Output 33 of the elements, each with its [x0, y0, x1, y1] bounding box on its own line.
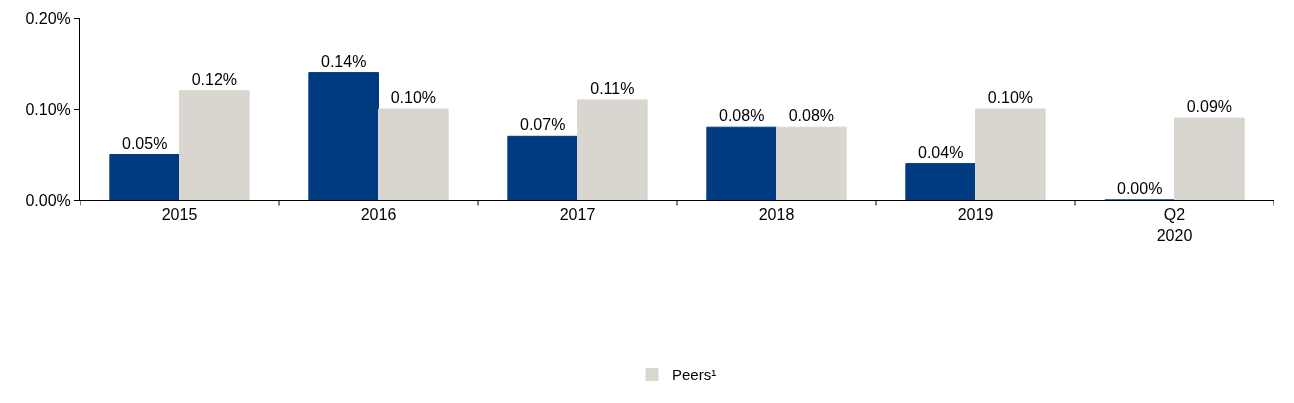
bar: [975, 108, 1046, 200]
data-label: 0.04%: [917, 143, 964, 161]
bar: [378, 108, 449, 200]
data-label: 0.08%: [718, 107, 765, 125]
data-label: 0.11%: [590, 79, 635, 97]
x-tick-label: 2016: [360, 206, 397, 224]
data-label: 0.07%: [519, 116, 566, 134]
x-tick-label: 2017: [559, 206, 596, 224]
x-tick-label: 2019: [957, 206, 994, 224]
data-label: 0.00%: [1116, 180, 1163, 197]
bar: [706, 126, 777, 200]
bar: [308, 72, 379, 200]
bar: [179, 90, 250, 200]
y-tick-label: 0.10%: [25, 100, 71, 118]
legend-label: Peers¹: [672, 366, 717, 384]
y-tick-label: 0.00%: [25, 191, 71, 209]
data-label: 0.12%: [191, 70, 238, 88]
bar: [1174, 117, 1245, 200]
y-tick-label: 0.20%: [25, 9, 71, 27]
bar: [577, 99, 648, 200]
x-tick-label: Q2 2020: [1156, 206, 1193, 244]
bar: [507, 135, 578, 200]
data-label: 0.05%: [121, 134, 168, 152]
bar: [109, 154, 180, 200]
data-label: 0.09%: [1186, 98, 1233, 116]
bar: [905, 163, 976, 200]
x-tick-label: 2015: [161, 206, 198, 224]
data-label: 0.10%: [390, 89, 437, 106]
data-label: 0.10%: [987, 89, 1034, 106]
x-tick-label: 2018: [758, 206, 795, 224]
bar: [776, 126, 847, 200]
data-label: 0.08%: [788, 107, 835, 125]
data-label: 0.14%: [320, 52, 367, 70]
